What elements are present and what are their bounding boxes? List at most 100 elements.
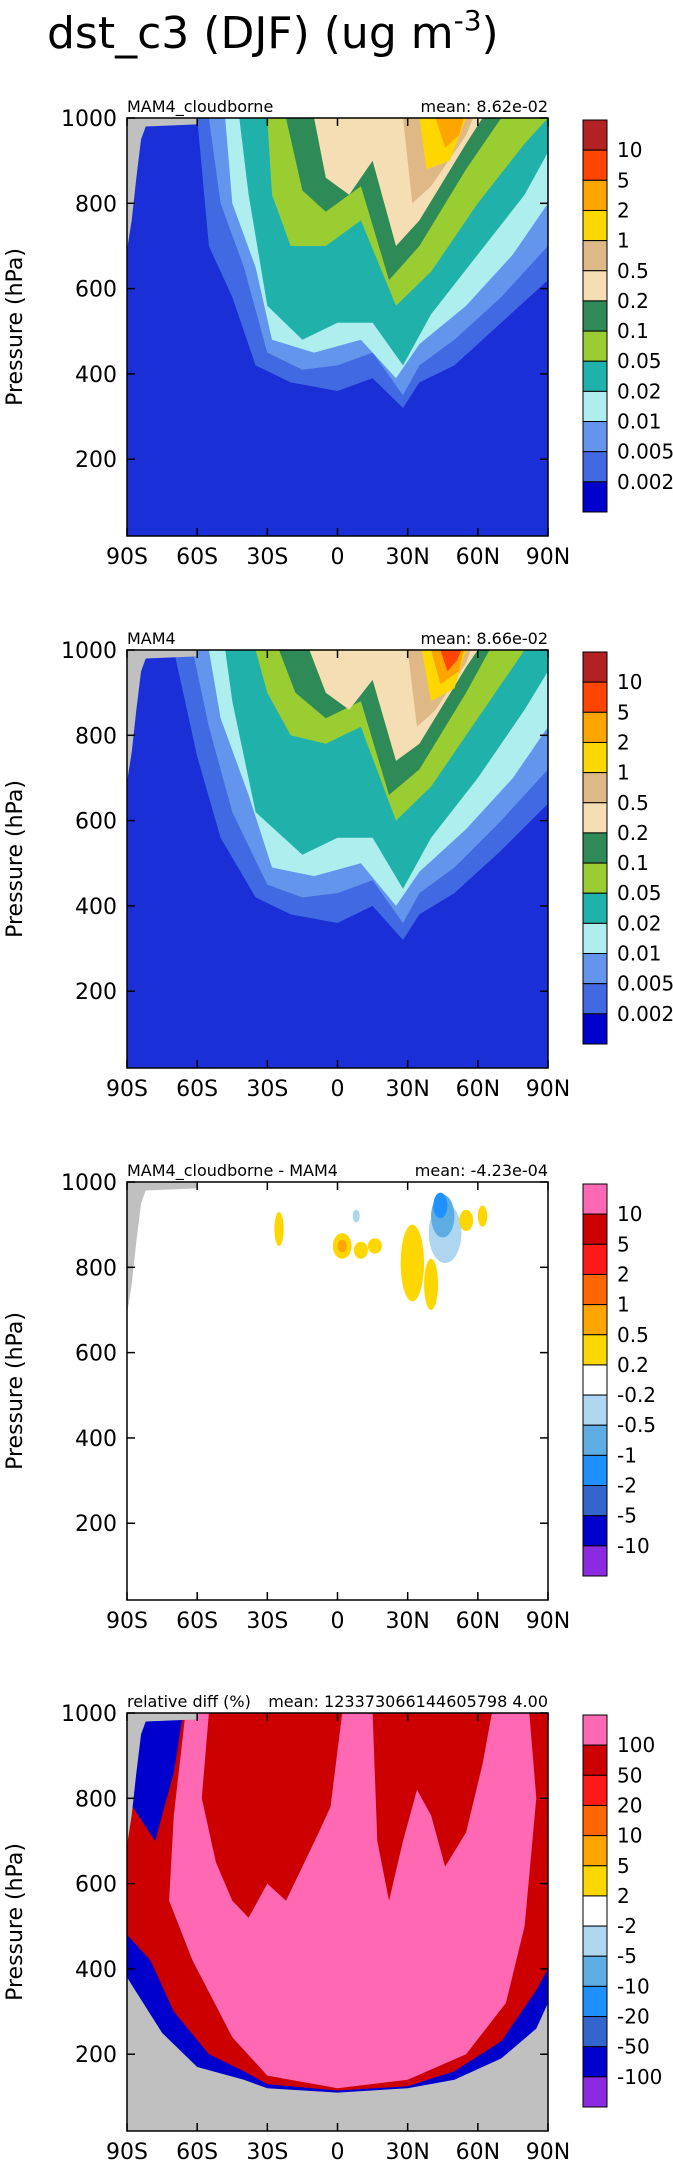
y-tick-label: 200 [75, 2043, 117, 2068]
y-axis-label: Pressure (hPa) [3, 780, 28, 938]
x-tick-label: 30N [385, 2140, 429, 2165]
colorbar-swatch-1 [582, 1714, 608, 1746]
colorbar-label: 0.2 [617, 821, 649, 845]
plot-field [127, 650, 548, 1068]
colorbar-label: 10 [617, 1202, 642, 1226]
colorbar-swatch-9 [582, 1955, 608, 1987]
colorbar-swatch-3 [582, 711, 608, 743]
y-tick-label: 200 [75, 1512, 117, 1537]
colorbar-swatch-2 [582, 149, 608, 181]
topography-mask [127, 650, 198, 783]
colorbar: 100 50 20 10 5 2 -2 -5 -10 -20 -50 -100 [582, 1714, 662, 2108]
x-tick-label: 0 [331, 2140, 345, 2165]
colorbar-label: -5 [617, 1944, 637, 1968]
colorbar-swatch-13 [582, 2076, 608, 2108]
panel-left-label: MAM4_cloudborne - MAM4 [127, 1161, 338, 1181]
colorbar-label: 10 [617, 1824, 642, 1848]
plot-field [127, 1182, 548, 1600]
colorbar-swatch-11 [582, 1485, 608, 1517]
colorbar-swatch-12 [582, 2046, 608, 2078]
colorbar-label: 0.02 [617, 911, 662, 935]
colorbar-label: 0.01 [617, 942, 662, 966]
plot-field [127, 118, 548, 536]
colorbar-swatch-10 [582, 1985, 608, 2018]
colorbar: 10 5 2 1 0.5 0.2 0.1 0.05 0.02 0.01 0.005 0.002 [582, 119, 673, 513]
x-tick-label: 90N [526, 545, 570, 570]
colorbar-swatch-5 [582, 240, 608, 272]
colorbar-label: 100 [617, 1733, 655, 1757]
colorbar-label: 10 [617, 138, 642, 162]
x-tick-label: 60N [456, 545, 500, 570]
y-axis-label: Pressure (hPa) [3, 1843, 28, 2001]
x-tick-label: 60S [176, 1077, 218, 1102]
colorbar-label: 0.2 [617, 1353, 649, 1377]
colorbar-label: 2 [617, 198, 630, 222]
colorbar-label: 1 [617, 1293, 630, 1317]
colorbar-label: -0.2 [617, 1383, 656, 1407]
figure-title: dst_c3 (DJF) (ug m-3) [47, 4, 499, 59]
colorbar-swatch-11 [582, 953, 608, 985]
colorbar-label: 2 [617, 1262, 630, 1286]
panel-left-label: MAM4_cloudborne [127, 97, 273, 117]
colorbar: 10 5 2 1 0.5 0.2 -0.2 -0.5 -1 -2 -5 -10 [582, 1183, 656, 1577]
x-tick-label: 60S [176, 2140, 218, 2165]
x-tick-label: 30S [246, 1077, 288, 1102]
contour-band-6 [127, 1713, 184, 1841]
x-tick-label: 90N [526, 1609, 570, 1634]
colorbar-label: 5 [617, 1232, 630, 1256]
colorbar-swatch-13 [582, 1013, 608, 1045]
x-tick-label: 30N [385, 545, 429, 570]
colorbar-label: 0.1 [617, 851, 649, 875]
panel-right-label: mean: -4.23e-04 [415, 1161, 548, 1180]
colorbar-swatch-6 [582, 1865, 608, 1897]
x-tick-label: 30S [246, 1609, 288, 1634]
topography-mask [127, 118, 198, 251]
colorbar-label: 2 [617, 1884, 630, 1908]
panel-4: relative diff (%) mean: 12337306614460579… [3, 1692, 662, 2165]
colorbar-label: 0.05 [617, 349, 662, 373]
y-tick-label: 200 [75, 980, 117, 1005]
contour-blob-5 [367, 1238, 382, 1254]
x-tick-label: 60N [456, 1077, 500, 1102]
colorbar-swatch-7 [582, 1895, 608, 1927]
panel-right-label: mean: 123373066144605798 4.00 [268, 1692, 548, 1711]
colorbar-label: 5 [617, 168, 630, 192]
y-tick-label: 400 [75, 895, 117, 920]
y-tick-label: 800 [75, 1256, 117, 1281]
x-tick-label: 90S [106, 1609, 148, 1634]
colorbar-swatch-8 [582, 1394, 608, 1426]
contour-blob-1 [274, 1211, 284, 1246]
panel-right-label: mean: 8.66e-02 [421, 629, 548, 648]
colorbar-swatch-7 [582, 832, 608, 864]
y-tick-label: 1000 [61, 1702, 117, 1727]
contour-band-11 [440, 650, 462, 672]
colorbar-label: -0.5 [617, 1413, 656, 1437]
panel-3: MAM4_cloudborne - MAM4 mean: -4.23e-04 90S… [3, 1161, 656, 1634]
colorbar-swatch-2 [582, 1213, 608, 1245]
x-tick-label: 30N [385, 1609, 429, 1634]
colorbar-label: 50 [617, 1763, 642, 1787]
contour-band-4 [201, 1713, 343, 1918]
colorbar-label: 5 [617, 1854, 630, 1878]
y-tick-label: 1000 [61, 639, 117, 664]
panel-1: MAM4_cloudborne mean: 8.62e-02 90S 60S 30S 0 3… [3, 97, 673, 570]
panel-left-label: relative diff (%) [127, 1692, 251, 1711]
colorbar-label: 0.002 [617, 1002, 673, 1026]
y-axis-label: Pressure (hPa) [3, 248, 28, 406]
colorbar-swatch-10 [582, 922, 608, 955]
colorbar-swatch-9 [582, 1424, 608, 1456]
y-tick-label: 600 [75, 1342, 117, 1367]
contour-blob-10 [433, 1192, 448, 1219]
y-tick-label: 1000 [61, 1171, 117, 1196]
colorbar-swatch-13 [582, 1545, 608, 1577]
y-axis-label: Pressure (hPa) [3, 1312, 28, 1470]
colorbar-swatch-4 [582, 209, 608, 242]
panel-2: MAM4 mean: 8.66e-02 90S 60S 30S 0 30N 60N 90N 200… [3, 629, 673, 1102]
y-tick-label: 800 [75, 1787, 117, 1812]
colorbar-label: -20 [617, 2005, 650, 2029]
y-tick-label: 600 [75, 810, 117, 835]
colorbar-swatch-5 [582, 772, 608, 804]
colorbar-swatch-11 [582, 2016, 608, 2048]
x-tick-label: 30S [246, 545, 288, 570]
colorbar-label: 0.002 [617, 470, 673, 494]
